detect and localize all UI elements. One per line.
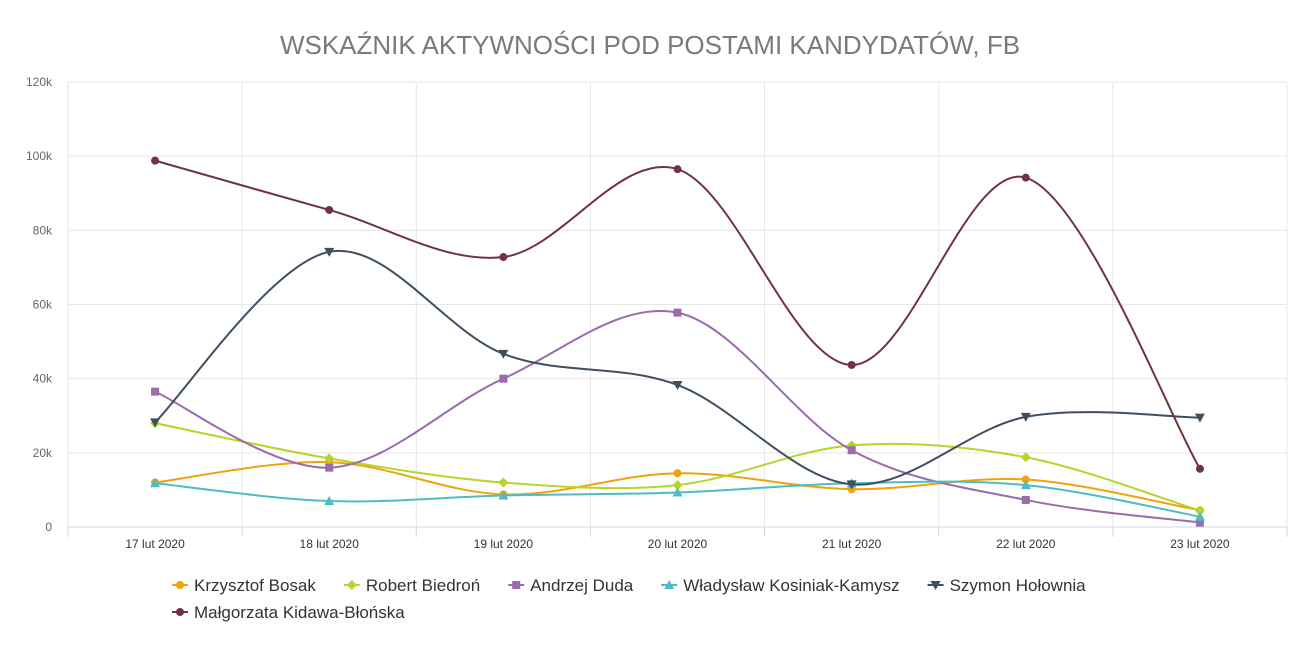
series-lines bbox=[150, 156, 1205, 527]
legend-marker-swatch bbox=[346, 580, 357, 590]
legend-item[interactable]: Małgorzata Kidawa-Błońska bbox=[172, 603, 405, 622]
data-point[interactable] bbox=[499, 253, 508, 262]
y-tick-label: 20k bbox=[33, 446, 53, 460]
legend-item[interactable]: Andrzej Duda bbox=[508, 576, 634, 595]
data-point[interactable] bbox=[673, 308, 682, 317]
legend-label: Andrzej Duda bbox=[530, 576, 634, 595]
data-point[interactable] bbox=[847, 446, 856, 455]
data-point[interactable] bbox=[672, 480, 683, 491]
data-point[interactable] bbox=[1195, 518, 1204, 527]
x-tick-label: 17 lut 2020 bbox=[125, 537, 185, 551]
y-tick-label: 40k bbox=[33, 372, 53, 386]
data-point[interactable] bbox=[673, 469, 682, 478]
y-tick-label: 120k bbox=[26, 75, 53, 89]
legend-label: Krzysztof Bosak bbox=[194, 576, 316, 595]
data-point[interactable] bbox=[1194, 505, 1205, 516]
data-point[interactable] bbox=[325, 205, 334, 214]
data-point[interactable] bbox=[1021, 173, 1030, 182]
data-point[interactable] bbox=[1195, 464, 1204, 473]
data-point[interactable] bbox=[1021, 475, 1030, 484]
axes: 0 20k 40k 60k 80k 100k 120k 17 lut 2020 18 lut 2… bbox=[26, 75, 1288, 551]
y-tick-label: 100k bbox=[26, 149, 53, 163]
data-point[interactable] bbox=[847, 360, 856, 369]
legend-item[interactable]: Szymon Hołownia bbox=[927, 576, 1087, 595]
data-point[interactable] bbox=[672, 487, 683, 497]
series-małgorzata-kidawa-błońska[interactable] bbox=[151, 156, 1204, 473]
data-point[interactable] bbox=[1194, 413, 1205, 423]
legend-marker-swatch bbox=[512, 581, 521, 589]
chart-title: WSKAŹNIK AKTYWNOŚCI POD POSTAMI KANDYDAT… bbox=[280, 30, 1020, 60]
legend-label: Szymon Hołownia bbox=[950, 576, 1087, 595]
series-szymon-hołownia[interactable] bbox=[150, 247, 1205, 490]
data-point[interactable] bbox=[324, 247, 335, 257]
legend-item[interactable]: Władysław Kosiniak-Kamysz bbox=[661, 576, 900, 595]
legend-marker-swatch bbox=[930, 581, 941, 590]
data-point[interactable] bbox=[498, 490, 509, 500]
legend-marker-swatch bbox=[176, 581, 184, 589]
data-point[interactable] bbox=[1020, 480, 1031, 490]
legend-marker-swatch bbox=[664, 580, 675, 589]
data-point[interactable] bbox=[150, 418, 161, 428]
data-point[interactable] bbox=[1020, 452, 1031, 463]
x-tick-label: 23 lut 2020 bbox=[1170, 537, 1230, 551]
series-andrzej-duda[interactable] bbox=[151, 308, 1204, 527]
y-tick-label: 0 bbox=[45, 520, 52, 534]
y-tick-label: 60k bbox=[33, 298, 53, 312]
y-tick-label: 80k bbox=[33, 223, 53, 237]
data-point[interactable] bbox=[846, 480, 857, 490]
legend-label: Robert Biedroń bbox=[366, 576, 480, 595]
series-line[interactable] bbox=[154, 249, 1201, 486]
legend-item[interactable]: Robert Biedroń bbox=[343, 576, 480, 595]
series-line[interactable] bbox=[154, 159, 1201, 470]
data-point[interactable] bbox=[498, 349, 509, 359]
legend-item[interactable]: Krzysztof Bosak bbox=[172, 576, 316, 595]
data-point[interactable] bbox=[151, 387, 160, 396]
data-point[interactable] bbox=[1194, 511, 1205, 521]
x-tick-label: 19 lut 2020 bbox=[474, 537, 534, 551]
legend-label: Władysław Kosiniak-Kamysz bbox=[683, 576, 899, 595]
data-point[interactable] bbox=[324, 453, 335, 464]
data-point[interactable] bbox=[673, 165, 682, 174]
data-point[interactable] bbox=[1020, 412, 1031, 422]
x-tick-label: 21 lut 2020 bbox=[822, 537, 882, 551]
data-point[interactable] bbox=[151, 156, 160, 165]
x-tick-label: 22 lut 2020 bbox=[996, 537, 1056, 551]
data-point[interactable] bbox=[672, 380, 683, 390]
data-point[interactable] bbox=[498, 477, 509, 488]
grid bbox=[67, 81, 1288, 528]
legend: Krzysztof Bosak Robert Biedroń Andrzej Dud… bbox=[172, 576, 1086, 622]
data-point[interactable] bbox=[1021, 495, 1030, 504]
x-tick-label: 18 lut 2020 bbox=[300, 537, 360, 551]
data-point[interactable] bbox=[324, 496, 335, 506]
x-tick-label: 20 lut 2020 bbox=[648, 537, 708, 551]
legend-marker-swatch bbox=[176, 608, 184, 616]
data-point[interactable] bbox=[150, 478, 161, 488]
data-point[interactable] bbox=[325, 463, 334, 472]
data-point[interactable] bbox=[499, 374, 508, 383]
legend-label: Małgorzata Kidawa-Błońska bbox=[194, 603, 405, 622]
